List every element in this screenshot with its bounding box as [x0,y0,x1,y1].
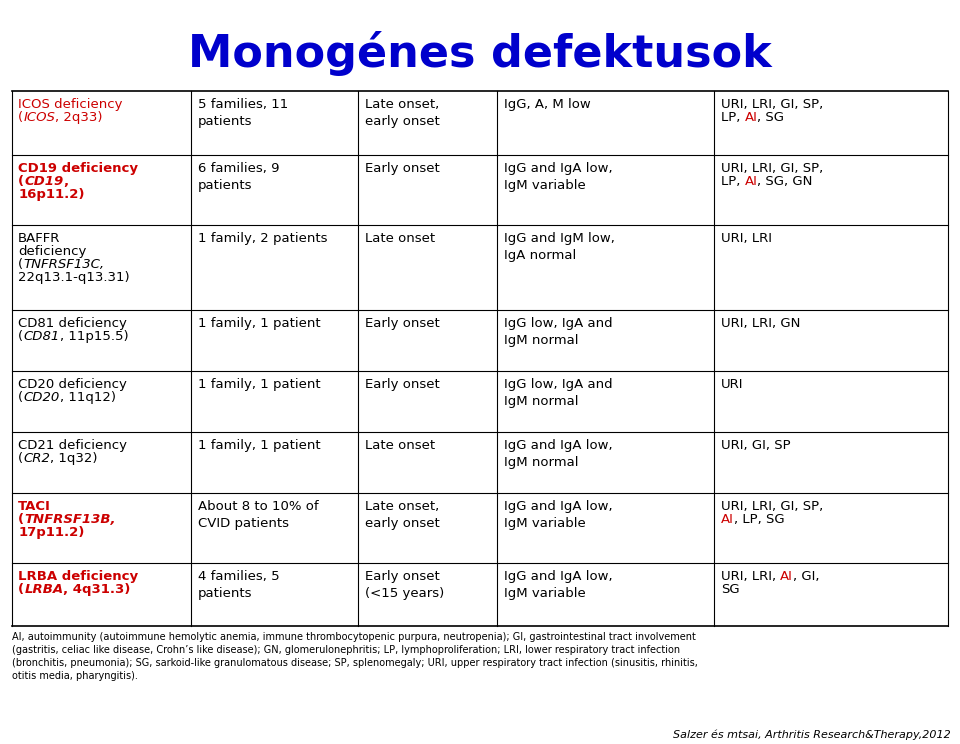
Text: (: ( [18,112,23,124]
Text: LRBA: LRBA [24,583,63,596]
Text: 1 family, 1 patient: 1 family, 1 patient [198,439,321,452]
Text: Salzer és mtsai, Arthritis Research&Therapy,2012: Salzer és mtsai, Arthritis Research&Ther… [673,730,950,740]
Text: CD19: CD19 [24,176,63,188]
Text: , GI,: , GI, [793,570,820,583]
Text: URI, LRI, GI, SP,: URI, LRI, GI, SP, [721,162,824,175]
Text: (: ( [18,391,23,404]
Text: (: ( [18,583,24,596]
Text: URI, LRI,: URI, LRI, [721,570,780,583]
Text: URI, LRI, GI, SP,: URI, LRI, GI, SP, [721,500,824,513]
Text: Monogénes defektusok: Monogénes defektusok [188,31,772,76]
Text: LRBA deficiency: LRBA deficiency [18,570,138,583]
Text: 16p11.2): 16p11.2) [18,188,84,202]
Text: SG: SG [721,583,739,596]
Text: IgG and IgA low,
IgM variable: IgG and IgA low, IgM variable [504,500,612,530]
Text: TACI: TACI [18,500,51,513]
Text: CR2: CR2 [23,452,50,465]
Text: Early onset
(<15 years): Early onset (<15 years) [365,570,444,600]
Text: CD81 deficiency: CD81 deficiency [18,318,127,330]
Text: , 1q32): , 1q32) [50,452,98,465]
Text: AI: AI [745,112,757,124]
Text: IgG, A, M low: IgG, A, M low [504,98,590,111]
Text: ICOS: ICOS [23,112,56,124]
Text: 5 families, 11
patients: 5 families, 11 patients [198,98,288,128]
Text: CD20 deficiency: CD20 deficiency [18,378,127,391]
Text: LP,: LP, [721,112,745,124]
Text: IgG low, IgA and
IgM normal: IgG low, IgA and IgM normal [504,378,612,408]
Text: CD81: CD81 [23,330,60,344]
Text: 22q13.1-q13.31): 22q13.1-q13.31) [18,272,130,284]
Text: (: ( [18,258,23,272]
Text: URI: URI [721,378,743,391]
Text: URI, GI, SP: URI, GI, SP [721,439,791,452]
Text: 1 family, 2 patients: 1 family, 2 patients [198,232,327,245]
Text: (: ( [18,513,24,526]
Text: Late onset,
early onset: Late onset, early onset [365,500,440,530]
Text: CD21 deficiency: CD21 deficiency [18,439,128,452]
Text: 17p11.2): 17p11.2) [18,526,84,539]
Text: , SG, GN: , SG, GN [757,176,813,188]
Text: , 11p15.5): , 11p15.5) [60,330,129,344]
Text: (: ( [18,330,23,344]
Text: TNFRSF13C,: TNFRSF13C, [23,258,105,272]
Text: TNFRSF13B,: TNFRSF13B, [24,513,116,526]
Text: 6 families, 9
patients: 6 families, 9 patients [198,162,279,192]
Text: AI: AI [745,176,757,188]
Text: IgG and IgA low,
IgM variable: IgG and IgA low, IgM variable [504,162,612,192]
Text: deficiency: deficiency [18,246,86,258]
Text: , 4q31.3): , 4q31.3) [63,583,131,596]
Text: URI, LRI, GI, SP,: URI, LRI, GI, SP, [721,98,824,111]
Text: , 11q12): , 11q12) [60,391,115,404]
Text: IgG low, IgA and
IgM normal: IgG low, IgA and IgM normal [504,318,612,347]
Text: URI, LRI, GN: URI, LRI, GN [721,318,801,330]
Text: (: ( [18,452,23,465]
Text: , LP, SG: , LP, SG [733,513,784,526]
Text: Early onset: Early onset [365,162,440,175]
Text: Early onset: Early onset [365,318,440,330]
Text: Early onset: Early onset [365,378,440,391]
Text: ICOS deficiency: ICOS deficiency [18,98,123,111]
Text: , 2q33): , 2q33) [56,112,103,124]
Text: CD19 deficiency: CD19 deficiency [18,162,138,175]
Text: AI: AI [721,513,733,526]
Text: 1 family, 1 patient: 1 family, 1 patient [198,318,321,330]
Text: IgG and IgA low,
IgM normal: IgG and IgA low, IgM normal [504,439,612,469]
Text: 4 families, 5
patients: 4 families, 5 patients [198,570,279,600]
Text: Late onset: Late onset [365,439,435,452]
Text: , SG: , SG [757,112,784,124]
Text: AI, autoimmunity (autoimmune hemolytic anemia, immune thrombocytopenic purpura, : AI, autoimmunity (autoimmune hemolytic a… [12,632,697,681]
Text: 1 family, 1 patient: 1 family, 1 patient [198,378,321,391]
Text: Late onset,
early onset: Late onset, early onset [365,98,440,128]
Text: IgG and IgA low,
IgM variable: IgG and IgA low, IgM variable [504,570,612,600]
Text: AI: AI [780,570,793,583]
Text: BAFFR: BAFFR [18,232,60,245]
Text: (: ( [18,176,24,188]
Text: CD20: CD20 [23,391,60,404]
Text: About 8 to 10% of
CVID patients: About 8 to 10% of CVID patients [198,500,319,530]
Text: URI, LRI: URI, LRI [721,232,772,245]
Text: IgG and IgM low,
IgA normal: IgG and IgM low, IgA normal [504,232,614,262]
Text: Late onset: Late onset [365,232,435,245]
Text: LP,: LP, [721,176,745,188]
Text: ,: , [63,176,69,188]
